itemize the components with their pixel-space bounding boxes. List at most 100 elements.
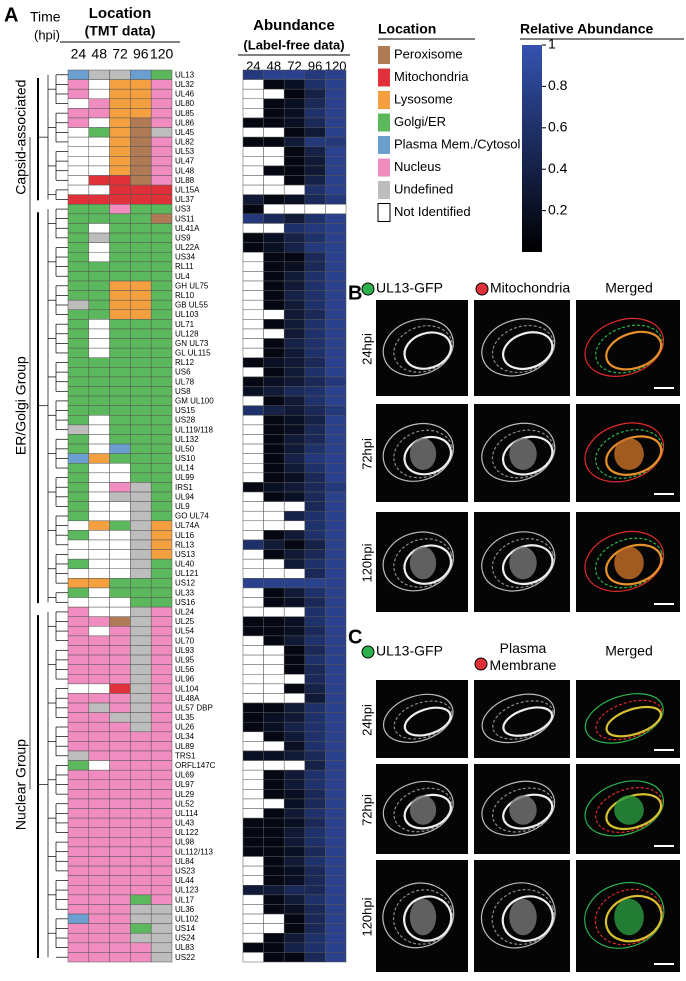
abundance-cell	[242, 731, 264, 742]
abundance-cell	[304, 827, 326, 838]
abundance-cell	[325, 750, 347, 761]
abundance-cell	[325, 184, 347, 195]
location-cell	[130, 453, 152, 464]
gene-label: UL29	[175, 790, 195, 799]
abundance-cell	[283, 261, 306, 272]
location-cell	[109, 856, 131, 867]
abundance-cell	[242, 693, 264, 704]
abundance-cell	[242, 491, 264, 502]
gene-label: US9	[175, 233, 191, 242]
abundance-cell	[242, 578, 264, 589]
abundance-cell	[263, 549, 285, 560]
location-cell	[130, 558, 152, 570]
location-cell	[88, 789, 110, 800]
location-cell	[67, 683, 90, 694]
abundance-cell	[263, 702, 285, 713]
abundance-cell	[283, 98, 306, 109]
location-cell	[109, 760, 131, 771]
location-cell	[67, 587, 90, 598]
abundance-cell	[263, 865, 285, 876]
abundance-cell	[325, 98, 347, 109]
abundance-cell	[283, 347, 306, 358]
abundance-cell	[283, 769, 306, 781]
abundance-cell	[242, 827, 264, 838]
location-cell	[130, 242, 152, 253]
legend-swatch	[378, 136, 390, 154]
legend-swatch	[377, 203, 391, 222]
abundance-cell	[283, 146, 306, 157]
abundance-cell	[325, 405, 347, 416]
timepoint-label: 24hpi	[359, 704, 374, 736]
gene-label: UL80	[175, 99, 195, 108]
gene-label: US6	[175, 368, 191, 377]
cell-outline	[382, 693, 454, 743]
location-cell	[150, 204, 173, 215]
location-cell	[130, 568, 152, 579]
location-cell	[109, 578, 131, 589]
location-cell	[130, 194, 152, 205]
abundance-cell	[304, 204, 326, 215]
location-cell	[67, 156, 90, 167]
abundance-cell	[325, 472, 347, 483]
location-cell	[150, 79, 173, 90]
abundance-cell	[242, 405, 264, 416]
gene-label: RL13	[175, 540, 195, 549]
location-cell	[88, 520, 110, 531]
location-cell	[150, 232, 173, 243]
location-cell	[130, 798, 152, 809]
location-cell	[150, 702, 173, 713]
channel-label: Merged	[605, 643, 652, 659]
location-cell	[109, 587, 131, 598]
location-cell	[150, 568, 173, 579]
cell-outline	[393, 538, 453, 588]
abundance-cell	[304, 184, 326, 195]
abundance-cell	[242, 769, 264, 781]
location-cell	[150, 127, 173, 138]
abundance-cell	[283, 376, 306, 387]
cell-outline	[481, 531, 556, 592]
location-cell	[109, 520, 131, 531]
location-cell	[67, 606, 90, 617]
gene-label: UL56	[175, 665, 195, 674]
location-cell	[109, 683, 131, 694]
location-cell	[67, 865, 90, 876]
abundance-cell	[283, 127, 306, 138]
abundance-cell	[304, 415, 326, 426]
location-cell	[88, 904, 110, 915]
location-cell	[88, 587, 110, 598]
gene-label: UL103	[175, 310, 199, 319]
abundance-cell	[263, 769, 285, 781]
location-cell	[88, 405, 110, 416]
abundance-cell	[283, 280, 306, 291]
abundance-cell	[242, 932, 264, 944]
gene-label: UL54	[175, 627, 195, 636]
location-cell	[109, 750, 131, 761]
location-cell	[150, 913, 173, 924]
legend-swatch	[378, 91, 390, 109]
location-cell	[88, 347, 110, 358]
location-cell	[88, 578, 110, 589]
abundance-cell	[242, 789, 264, 800]
abundance-cell	[283, 750, 306, 761]
location-cell	[150, 213, 173, 224]
abundance-cell	[263, 923, 285, 934]
abundance-cell	[283, 932, 306, 944]
abundance-cell	[283, 808, 306, 819]
abundance-cell	[325, 837, 347, 848]
abundance-cell	[242, 328, 264, 339]
abundance-cell	[325, 741, 347, 752]
location-cell	[88, 175, 110, 186]
abundance-cell	[325, 846, 347, 857]
location-cell	[88, 117, 110, 128]
location-cell	[150, 376, 173, 387]
abundance-cell	[325, 204, 347, 215]
location-cell	[150, 875, 173, 886]
location-cell	[88, 472, 110, 483]
abundance-cell	[283, 232, 306, 243]
abundance-cell	[263, 251, 285, 263]
abundance-cell	[263, 328, 285, 339]
abundance-cell	[283, 894, 306, 905]
location-cell	[109, 424, 131, 435]
abundance-cell	[304, 213, 326, 224]
abundance-cell	[242, 462, 264, 474]
